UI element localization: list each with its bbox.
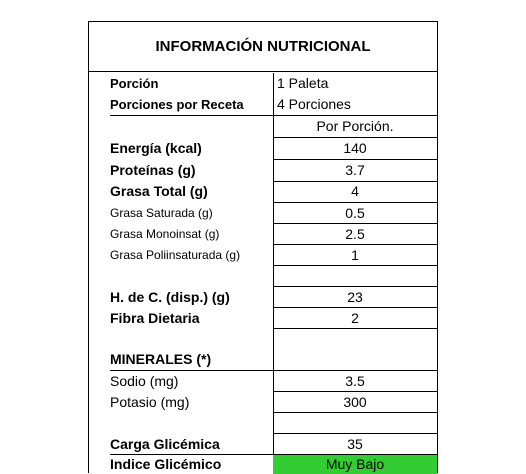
nutrient-label: Sodio (mg) [110, 373, 179, 389]
table-row: H. de C. (disp.) (g) 23 [89, 287, 437, 308]
nutrient-value: 4 [351, 183, 359, 199]
divider [273, 202, 437, 203]
nutrient-value: 35 [347, 436, 363, 452]
divider [273, 307, 437, 308]
divider [273, 286, 437, 287]
divider [273, 328, 437, 329]
divider [110, 115, 437, 116]
table-row: Grasa Saturada (g) 0.5 [89, 203, 437, 224]
nutrient-label: Fibra Dietaria [110, 310, 200, 326]
divider [273, 181, 437, 182]
nutrient-label: Energía (kcal) [110, 140, 202, 156]
nutrient-label: Grasa Monoinsat (g) [110, 227, 220, 241]
divider [273, 223, 437, 224]
nutrient-label: Potasio (mg) [110, 394, 190, 410]
divider [110, 370, 437, 371]
nutrient-value: 23 [347, 289, 363, 305]
divider [273, 391, 437, 392]
table-row [89, 413, 437, 434]
glycemic-index-badge: Muy Bajo [273, 455, 437, 474]
table-row: Carga Glicémica 35 [89, 434, 437, 455]
nutrient-value: 1 [351, 247, 359, 263]
nutrient-value [273, 329, 437, 350]
table-row: Por Porción. [89, 116, 437, 137]
table-row [89, 329, 437, 350]
nutrient-value: 140 [343, 140, 367, 156]
nutrient-value: 2.5 [345, 226, 365, 242]
table-row: Grasa Monoinsat (g) 2.5 [89, 224, 437, 245]
nutrient-label: Grasa Total (g) [110, 183, 208, 199]
table-title: INFORMACIÓN NUTRICIONAL [89, 22, 437, 72]
table-row: Grasa Poliinsaturada (g) 1 [89, 245, 437, 266]
table-row: Potasio (mg) 300 [89, 392, 437, 413]
nutrition-table: INFORMACIÓN NUTRICIONAL Porción 1 Paleta… [88, 21, 438, 474]
table-row: MINERALES (*) [89, 349, 437, 370]
divider [110, 454, 437, 455]
nutrient-label: H. de C. (disp.) (g) [110, 289, 230, 305]
table-row: Porciones por Receta 4 Porciones [89, 94, 437, 115]
nutrient-label: Indice Glicémico [110, 456, 222, 472]
table-row: Proteínas (g) 3.7 [89, 160, 437, 181]
per-portion-header: Por Porción. [316, 118, 394, 134]
nutrient-value [273, 413, 437, 434]
nutrient-value: 2 [351, 310, 359, 326]
portion-value: 1 Paleta [277, 75, 329, 91]
section-heading-minerals: MINERALES (*) [110, 351, 212, 367]
divider [273, 244, 437, 245]
table-row: Indice Glicémico Muy Bajo [89, 455, 437, 474]
column-divider [273, 73, 274, 474]
portion-label: Porción [110, 76, 159, 91]
nutrient-value: 3.7 [345, 162, 365, 178]
per-recipe-value: 4 Porciones [277, 96, 351, 112]
divider [273, 265, 437, 266]
nutrient-value: 300 [343, 394, 367, 410]
table-row [89, 266, 437, 287]
divider [273, 137, 437, 138]
per-recipe-label: Porciones por Receta [110, 97, 244, 112]
table-row: Grasa Total (g) 4 [89, 181, 437, 202]
table-row: Porción 1 Paleta [89, 73, 437, 94]
nutrient-value: 0.5 [345, 205, 365, 221]
table-row: Energía (kcal) 140 [89, 138, 437, 159]
divider [273, 412, 437, 413]
nutrient-label: Grasa Saturada (g) [110, 206, 213, 220]
nutrient-value [273, 349, 437, 370]
table-row: Sodio (mg) 3.5 [89, 371, 437, 392]
divider [273, 159, 437, 160]
table-row: Fibra Dietaria 2 [89, 308, 437, 329]
nutrient-label: Proteínas (g) [110, 162, 196, 178]
nutrient-value: 3.5 [345, 373, 365, 389]
divider [273, 433, 437, 434]
nutrient-label: Grasa Poliinsaturada (g) [110, 248, 241, 262]
nutrient-value [273, 266, 437, 287]
nutrient-label: Carga Glicémica [110, 436, 220, 452]
